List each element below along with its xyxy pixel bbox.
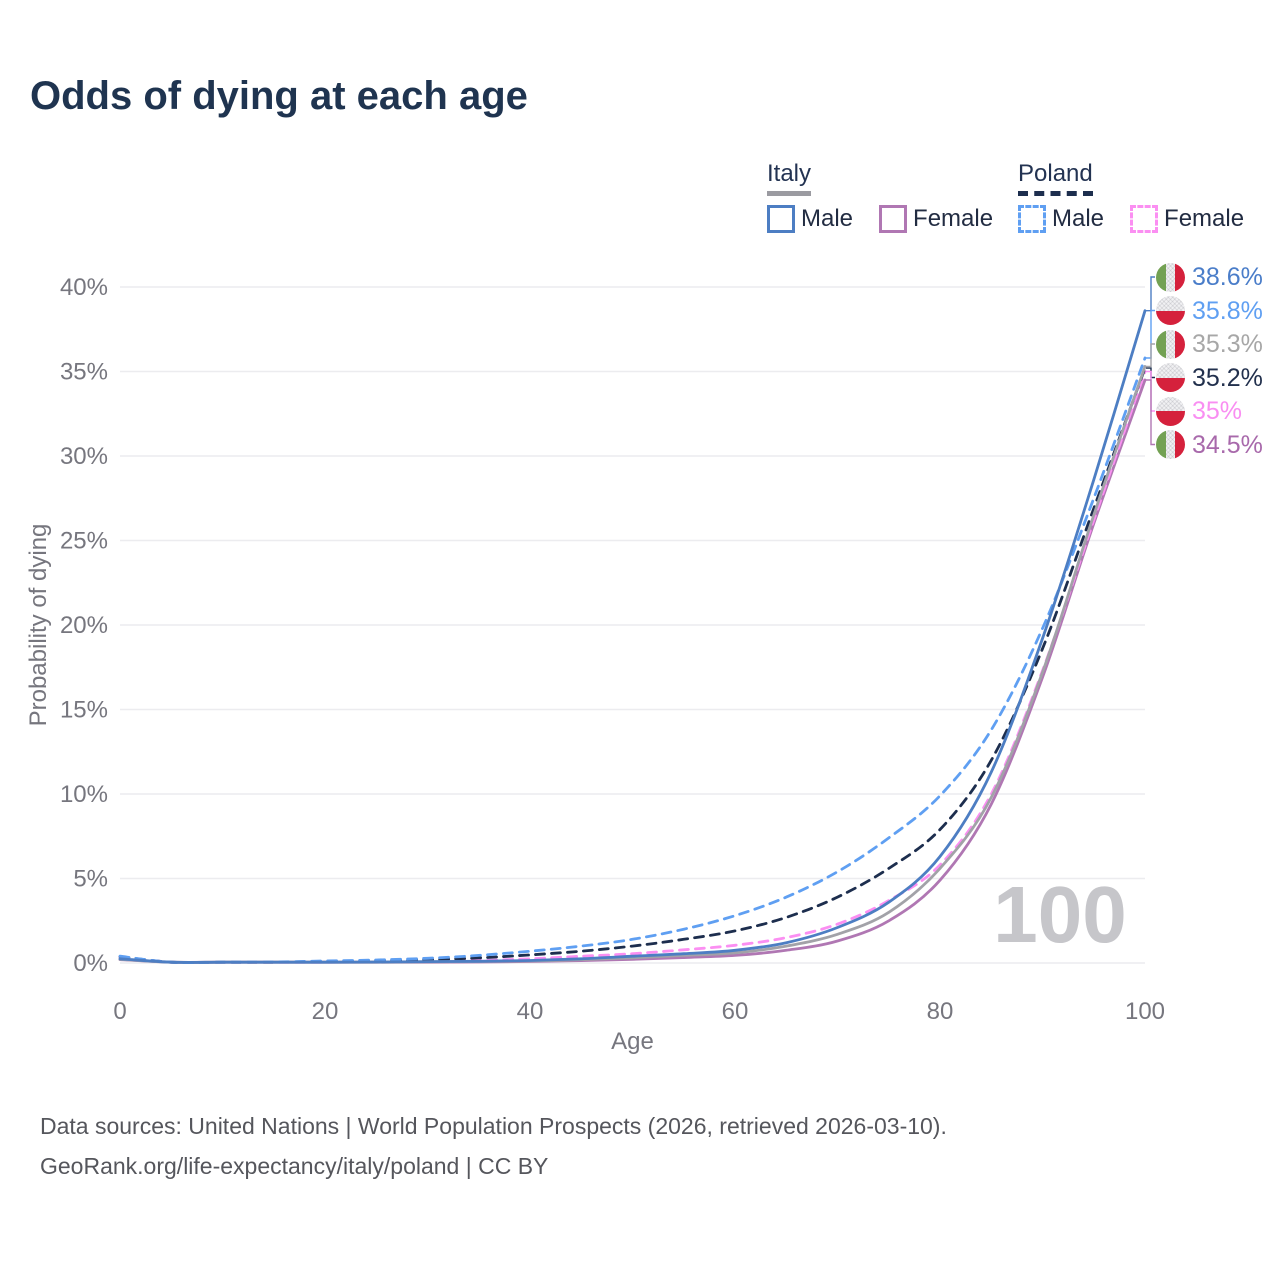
poland-male-swatch-icon: [1018, 205, 1046, 233]
x-tick-label: 80: [927, 998, 954, 1025]
y-tick-label: 25%: [60, 528, 108, 555]
x-tick-label: 0: [113, 998, 126, 1025]
series-line-poland[interactable]: [118, 366, 1147, 964]
series-line-italy-male[interactable]: [118, 309, 1147, 964]
legend-item-label: Male: [801, 205, 854, 232]
leader-line: [1146, 343, 1155, 368]
legend-item-label: Female: [913, 205, 994, 232]
italy-male-swatch-icon: [767, 205, 795, 233]
legend-item-label: Female: [1164, 205, 1245, 232]
poland-female-swatch-icon: [1130, 205, 1159, 233]
y-tick-label: 5%: [73, 866, 108, 893]
x-axis-title: Age: [611, 1028, 654, 1055]
legend-title-poland[interactable]: Poland: [1018, 160, 1093, 196]
legend-item-italy-male[interactable]: Male: [767, 205, 853, 233]
legend-group-italy: Italy Male Female: [767, 160, 993, 233]
data-sources-text: Data sources: United Nations | World Pop…: [40, 1113, 947, 1139]
age-watermark: 100: [993, 870, 1126, 959]
attribution-text: GeoRank.org/life-expectancy/italy/poland…: [40, 1153, 549, 1179]
leader-line: [1146, 276, 1155, 312]
leader-line: [1146, 379, 1155, 446]
legend-item-label: Male: [1052, 205, 1105, 232]
footer: Data sources: United Nations | World Pop…: [40, 1106, 947, 1186]
y-tick-label: 20%: [60, 612, 108, 639]
mortality-chart: 0% 5% 10% 15% 20% 25% 30% 35% 40% 0 20 40 60 80 100 Age…: [25, 274, 1165, 1055]
y-tick-label: 35%: [60, 359, 108, 386]
legend-group-poland: Poland Male Female: [1018, 160, 1244, 233]
legend-item-italy-female[interactable]: Female: [879, 205, 993, 233]
x-tick-label: 20: [312, 998, 339, 1025]
y-tick-label: 0%: [73, 950, 108, 977]
series-line-italy-female[interactable]: [118, 378, 1147, 964]
legend-item-poland-male[interactable]: Male: [1018, 205, 1104, 233]
x-tick-label: 60: [722, 998, 749, 1025]
x-tick-label: 40: [517, 998, 544, 1025]
italy-female-swatch-icon: [879, 205, 908, 233]
legend: Italy Male Female Poland Male: [0, 160, 1280, 240]
y-axis-title: Probability of dying: [25, 524, 52, 727]
y-tick-label: 30%: [60, 443, 108, 470]
y-tick-label: 10%: [60, 781, 108, 808]
series-line-poland-female[interactable]: [118, 370, 1147, 964]
series-line-poland-male[interactable]: [118, 356, 1147, 965]
y-tick-label: 15%: [60, 697, 108, 724]
y-tick-label: 40%: [60, 274, 108, 301]
legend-title-italy[interactable]: Italy: [767, 160, 812, 196]
x-tick-label: 100: [1125, 998, 1165, 1025]
page-title: Odds of dying at each age: [30, 74, 528, 118]
legend-item-poland-female[interactable]: Female: [1130, 205, 1244, 233]
leader-line: [1146, 309, 1155, 359]
